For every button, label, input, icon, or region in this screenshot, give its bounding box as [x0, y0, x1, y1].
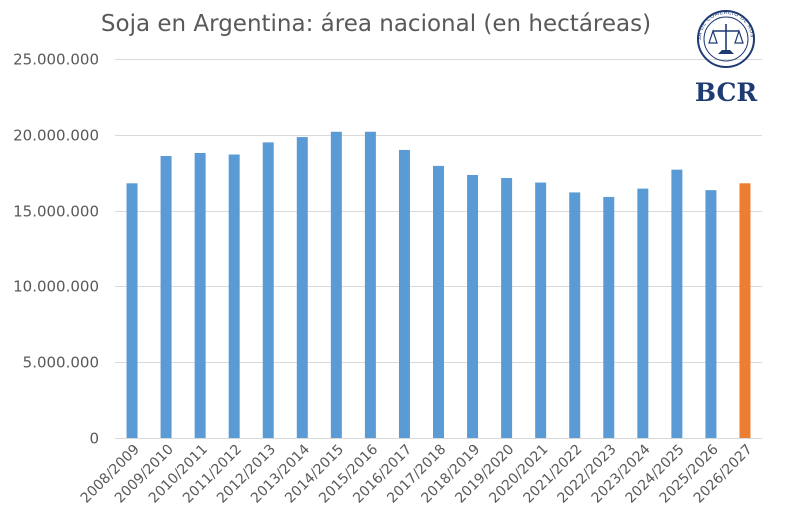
bars [126, 131, 751, 439]
y-tick-label: 25.000.000 [13, 51, 99, 69]
bar-2018-2019 [467, 174, 479, 438]
bar-2012-2013 [262, 142, 274, 438]
y-tick-label: 20.000.000 [13, 127, 99, 145]
bar-2019-2020 [501, 178, 513, 438]
bar-2017-2018 [433, 165, 444, 438]
bar-2020-2021 [535, 182, 547, 438]
y-tick-label: 5.000.000 [23, 354, 99, 372]
x-axis-ticks: 2008/20092009/20102010/20112011/20122012… [78, 441, 756, 506]
bar-2009-2010 [160, 156, 172, 438]
bar-2008-2009 [126, 183, 138, 438]
bar-2015-2016 [364, 131, 376, 438]
y-tick-label: 10.000.000 [13, 278, 99, 296]
bar-2023-2024 [637, 188, 649, 438]
bar-2016-2017 [398, 149, 410, 438]
bar-2010-2011 [194, 152, 206, 439]
bar-2022-2023 [603, 196, 615, 438]
y-tick-label: 0 [89, 430, 99, 448]
y-axis-ticks: 0 5.000.000 10.000.000 15.000.000 20.000.000… [13, 51, 99, 448]
logo-text: BCR [695, 78, 757, 107]
bar-2025-2026 [705, 190, 717, 438]
bar-2024-2025 [671, 169, 683, 439]
bar-2021-2022 [569, 192, 581, 438]
bar-2011-2012 [228, 154, 240, 438]
bar-2026-2027 [739, 183, 751, 438]
y-tick-label: 15.000.000 [13, 203, 99, 221]
bar-2014-2015 [330, 131, 342, 438]
chart-title: Soja en Argentina: área nacional (en hec… [101, 11, 651, 37]
bar-2013-2014 [296, 137, 308, 438]
